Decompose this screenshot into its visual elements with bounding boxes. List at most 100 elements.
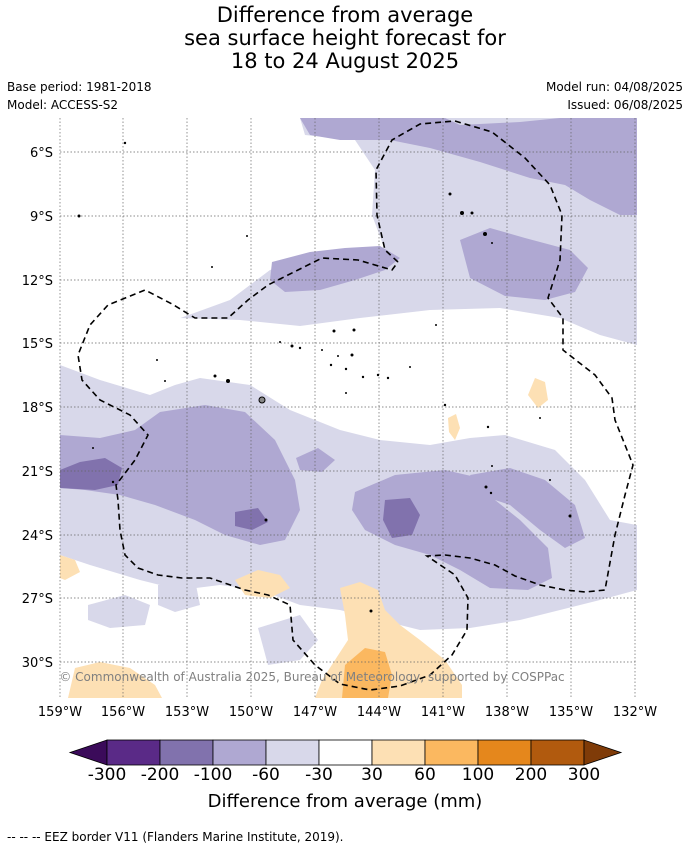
anomaly-field-medium	[60, 405, 300, 545]
island	[549, 479, 551, 481]
title-line-3: 18 to 24 August 2025	[230, 49, 460, 73]
colorbar-tick-label: 60	[414, 765, 436, 785]
latitude-label: 18°S	[22, 401, 53, 416]
island	[213, 374, 217, 378]
anomaly-field-light	[258, 615, 318, 665]
longitude-label: 150°W	[229, 705, 273, 720]
island	[361, 375, 365, 379]
colorbar-tick-label: -100	[193, 765, 233, 785]
island	[344, 367, 348, 371]
longitude-labels: 159°W 156°W 153°W 150°W 147°W 144°W 141°W 138°W…	[38, 705, 657, 720]
anomaly-fields	[60, 118, 637, 698]
island	[460, 211, 464, 215]
colorbar-title: Difference from average (mm)	[207, 791, 483, 812]
colorbar-segment	[371, 739, 426, 766]
colorbar-segment	[530, 739, 585, 766]
anomaly-field-medium	[296, 448, 335, 472]
island	[164, 380, 166, 382]
longitude-label: 144°W	[357, 705, 401, 720]
island	[345, 392, 347, 394]
colorbar-tick-label: -200	[140, 765, 180, 785]
colorbar-tick-label: -30	[305, 765, 333, 785]
longitude-label: 132°W	[613, 705, 657, 720]
latitude-label: 6°S	[30, 146, 53, 161]
island	[321, 349, 323, 351]
island	[77, 214, 81, 218]
island	[443, 403, 447, 407]
island	[332, 329, 336, 333]
island	[246, 235, 248, 237]
title-line-1: Difference from average	[216, 3, 474, 27]
island	[352, 328, 356, 332]
longitude-label: 156°W	[101, 705, 145, 720]
colorbar-segment	[265, 739, 320, 766]
island	[470, 211, 474, 215]
meta-left: Base period: 1981-2018 Model: ACCESS-S2	[7, 78, 152, 114]
anomaly-field-warm	[528, 378, 548, 408]
anomaly-field-medium	[460, 228, 588, 300]
anomaly-field-medium	[270, 246, 400, 292]
islands	[77, 141, 572, 613]
anomaly-field-warm	[60, 555, 80, 580]
anomaly-field-orange	[342, 648, 392, 698]
longitude-label: 159°W	[38, 705, 82, 720]
island	[279, 341, 281, 343]
base-period-text: Base period: 1981-2018	[7, 80, 152, 94]
island	[226, 379, 230, 383]
meta-right: Model run: 04/08/2025 Issued: 06/08/2025	[546, 78, 683, 114]
island	[483, 232, 487, 236]
latitude-label: 15°S	[22, 337, 53, 352]
island	[369, 609, 373, 613]
issued-text: Issued: 06/08/2025	[567, 98, 683, 112]
island	[123, 141, 127, 145]
island	[539, 417, 541, 419]
latitude-label: 27°S	[22, 592, 53, 607]
island	[111, 480, 115, 484]
colorbar-segment	[424, 739, 479, 766]
colorbar-extend-high	[583, 739, 623, 766]
island	[156, 359, 158, 361]
island	[258, 396, 266, 404]
colorbar-segment	[212, 739, 267, 766]
island	[435, 324, 437, 326]
anomaly-field-medium	[300, 118, 637, 215]
anomaly-field-warm	[448, 414, 460, 440]
eez-boundary	[77, 120, 634, 691]
latitude-label: 12°S	[22, 274, 53, 289]
island	[290, 344, 294, 348]
latitude-label: 21°S	[22, 465, 53, 480]
island	[211, 266, 213, 268]
island	[448, 192, 452, 196]
colorbar-tick-label: -60	[252, 765, 280, 785]
longitude-label: 138°W	[485, 705, 529, 720]
island	[350, 353, 354, 357]
anomaly-field-neutral	[60, 305, 637, 525]
longitude-label: 135°W	[549, 705, 593, 720]
map-gridlines	[59, 118, 637, 698]
island	[409, 366, 411, 368]
colorbar-segment	[318, 739, 373, 766]
island	[376, 373, 380, 377]
eez-legend-text: -- -- -- EEZ border V11 (Flanders Marine…	[7, 830, 344, 844]
title-line-2: sea surface height forecast for	[184, 26, 506, 50]
anomaly-field-dark	[60, 458, 122, 490]
island	[486, 425, 490, 429]
longitude-label: 141°W	[421, 705, 465, 720]
island	[491, 242, 493, 244]
anomaly-field-neutral	[195, 150, 350, 250]
latitude-label: 30°S	[22, 656, 53, 671]
colorbar-tick-label: 300	[567, 765, 601, 785]
latitude-label: 24°S	[22, 529, 53, 544]
longitude-label: 153°W	[165, 705, 209, 720]
colorbar	[68, 739, 623, 766]
anomaly-field-dark	[383, 498, 420, 538]
island	[386, 376, 390, 380]
colorbar-tick-label: 200	[514, 765, 548, 785]
island	[489, 491, 493, 495]
anomaly-field-medium	[470, 468, 585, 548]
island	[92, 447, 94, 449]
anomaly-field-dark	[235, 508, 268, 530]
island	[337, 355, 339, 357]
colorbar-tick-label: 30	[361, 765, 383, 785]
latitude-labels: 6°S 9°S 12°S 15°S 18°S 21°S 24°S 27°S 30°S	[22, 146, 53, 671]
